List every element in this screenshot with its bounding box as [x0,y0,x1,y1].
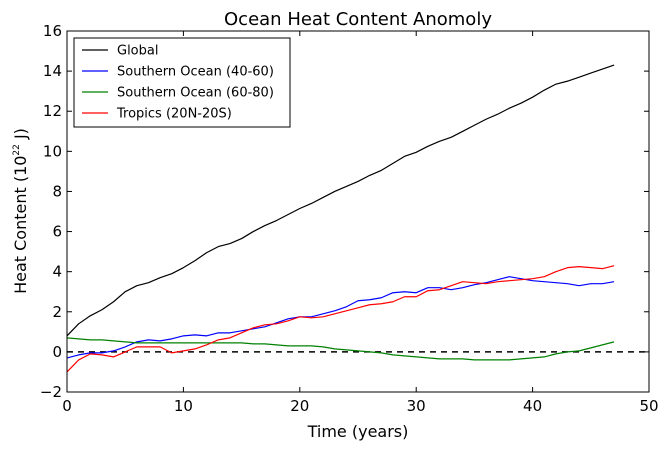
y-tick-label: 14 [43,62,62,80]
y-tick-label: 16 [43,22,62,40]
y-axis-title-unit: J) [11,128,30,144]
x-tick-label: 20 [290,397,309,415]
y-tick-label: 4 [52,263,62,281]
plot-area [66,64,649,373]
y-tick-label: 10 [43,142,62,160]
series-line-0 [66,64,615,337]
series-line-2 [66,337,615,361]
legend: Global Southern Ocean (40-60) Southern Oce… [73,37,291,128]
x-tick-label: 10 [174,397,193,415]
series-line-1 [66,276,615,359]
y-axis-title: Heat Content (1022 J) [11,128,30,294]
x-tick-label: 40 [523,397,542,415]
x-axis-title: Time (years) [307,422,409,441]
x-tick-label: 0 [62,397,72,415]
y-tick-label: 0 [52,343,62,361]
legend-label-3: Tropics (20N-20S) [116,107,232,122]
x-axis: 0 10 20 30 40 50 [62,31,659,415]
y-tick-label: 12 [43,102,62,120]
y-tick-label: −2 [40,383,62,401]
legend-label-0: Global [117,44,158,59]
series-line-3 [66,265,615,373]
x-tick-label: 30 [407,397,426,415]
y-axis-title-exponent: 22 [12,144,22,155]
legend-label-1: Southern Ocean (40-60) [117,65,274,80]
x-tick-label: 50 [639,397,658,415]
y-axis: −2 0 2 4 6 8 10 12 14 16 [40,22,649,401]
y-axis-title-main: Heat Content (10 [11,156,30,294]
plot-frame [66,30,650,393]
y-tick-label: 6 [52,223,62,241]
legend-label-2: Southern Ocean (60-80) [117,86,274,101]
y-tick-label: 8 [52,182,62,200]
chart-title: Ocean Heat Content Anomoly [224,9,492,30]
y-tick-label: 2 [52,303,62,321]
legend-box [73,37,291,128]
